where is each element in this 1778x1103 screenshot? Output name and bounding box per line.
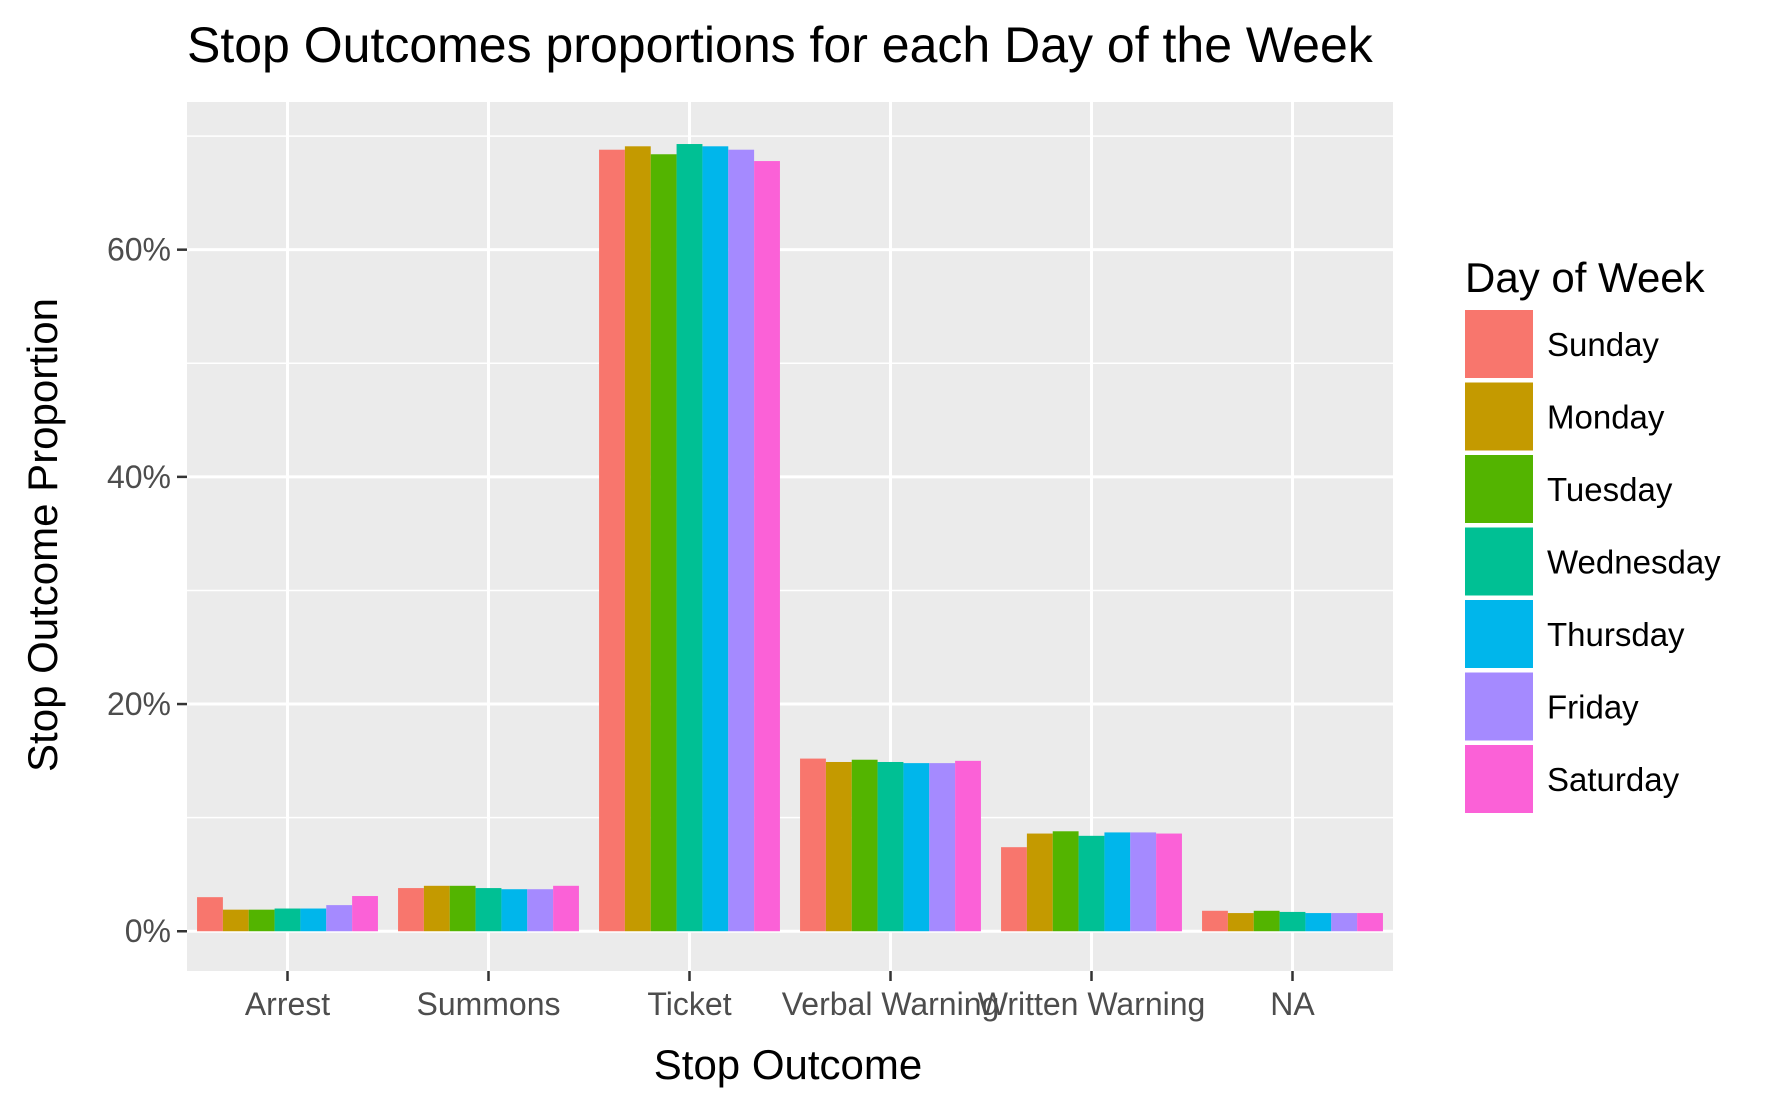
x-tick-label: Summons: [416, 986, 560, 1022]
legend-key: [1465, 455, 1533, 523]
bar: [274, 908, 301, 932]
plot-panel: [187, 102, 1393, 971]
bar: [1279, 911, 1306, 932]
bar: [449, 885, 476, 932]
bar: [501, 889, 528, 932]
x-tick-label: NA: [1270, 986, 1315, 1022]
legend-label: Saturday: [1547, 761, 1680, 798]
bar: [1052, 831, 1079, 932]
bar: [197, 897, 223, 932]
legend-key: [1465, 745, 1533, 813]
bar: [248, 909, 275, 932]
bar: [300, 908, 327, 932]
legend-label: Wednesday: [1547, 544, 1721, 581]
legend-title: Day of Week: [1465, 254, 1706, 301]
bar: [398, 888, 424, 932]
x-axis-title: Stop Outcome: [654, 1041, 922, 1088]
legend-label: Sunday: [1547, 326, 1659, 363]
bar: [1202, 910, 1228, 932]
bar: [754, 161, 780, 932]
bar: [527, 889, 554, 932]
y-tick-label: 20%: [107, 686, 171, 722]
bar: [222, 909, 249, 932]
bar: [650, 154, 677, 932]
bar: [728, 149, 755, 932]
bar: [702, 146, 729, 932]
x-axis: Arrest Summons Ticket Verbal WarningWritten…: [245, 971, 1315, 1022]
y-axis: 0% 20% 40% 60%: [107, 232, 187, 949]
bar: [1357, 913, 1383, 932]
bar: [800, 758, 826, 932]
legend-label: Friday: [1547, 689, 1639, 726]
bars: [197, 144, 1383, 932]
bar: [1104, 832, 1131, 932]
bar: [825, 761, 852, 932]
y-tick-label: 60%: [107, 232, 171, 268]
y-tick-label: 40%: [107, 459, 171, 495]
bar: [1001, 847, 1027, 932]
bar: [955, 760, 981, 932]
legend-key: [1465, 527, 1533, 596]
bar: [1227, 913, 1254, 932]
x-tick-label: Verbal Warning: [782, 986, 1000, 1022]
legend: Day of Week Sunday Monday Tuesday Wednesday…: [1465, 254, 1721, 813]
bar: [1078, 835, 1105, 932]
bar: [1026, 833, 1053, 932]
bar: [624, 146, 651, 932]
bar: [1305, 913, 1332, 932]
y-tick-label: 0%: [125, 913, 171, 949]
bar: [903, 763, 930, 932]
bar: [352, 896, 378, 932]
y-axis-title: Stop Outcome Proportion: [19, 298, 66, 772]
legend-key: [1465, 382, 1533, 451]
bar: [1156, 833, 1182, 932]
bar: [1253, 910, 1280, 932]
bar: [1331, 913, 1358, 932]
bar: [326, 905, 353, 932]
bar: [599, 149, 625, 932]
bar: [423, 885, 450, 932]
x-tick-label: Arrest: [245, 986, 330, 1022]
bar: [553, 885, 579, 932]
bar: [929, 763, 956, 932]
legend-label: Thursday: [1547, 616, 1685, 653]
bar: [475, 888, 502, 932]
bar: [877, 761, 904, 932]
bar: [1130, 832, 1157, 932]
x-tick-label: Written Warning: [978, 986, 1206, 1022]
x-tick-label: Ticket: [647, 986, 731, 1022]
legend-label: Tuesday: [1547, 471, 1673, 508]
legend-key: [1465, 310, 1533, 378]
legend-label: Monday: [1547, 399, 1665, 436]
legend-key: [1465, 600, 1533, 668]
bar: [851, 759, 878, 932]
chart-title: Stop Outcomes proportions for each Day o…: [187, 17, 1374, 73]
legend-key: [1465, 672, 1533, 741]
bar: [676, 144, 703, 932]
